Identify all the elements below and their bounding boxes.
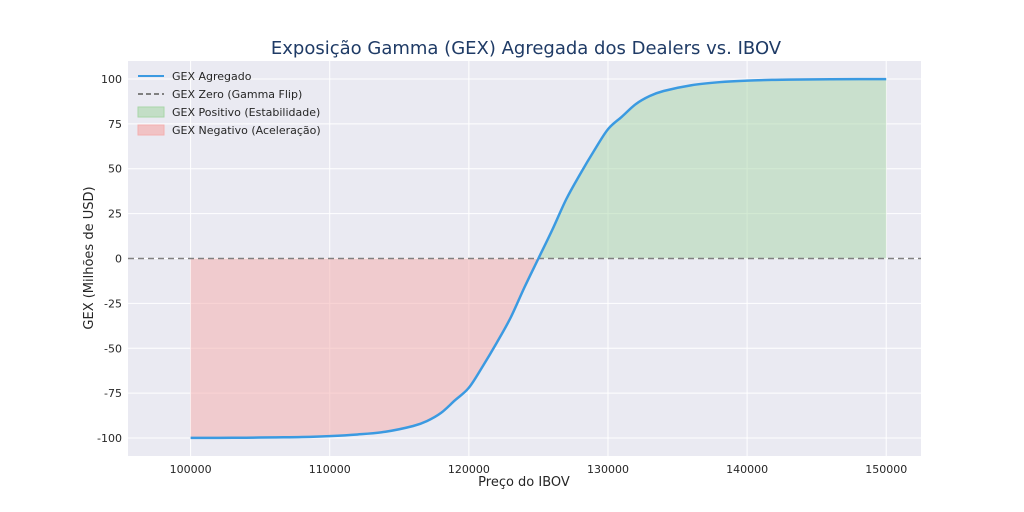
y-tick-label: 50 <box>108 163 122 176</box>
y-tick-label: -50 <box>104 342 122 355</box>
y-tick-label: -25 <box>104 297 122 310</box>
x-tick-label: 120000 <box>448 463 490 476</box>
negative-gex-area <box>190 258 539 438</box>
y-tick-label: -75 <box>104 387 122 400</box>
gex-aggregate-line <box>190 77 887 440</box>
positive-gex-area <box>538 79 887 259</box>
x-tick-label: 150000 <box>865 463 907 476</box>
x-tick-label: 140000 <box>726 463 768 476</box>
legend-swatch <box>137 124 165 136</box>
y-tick-label: 0 <box>115 253 122 266</box>
x-axis-label: Preço do IBOV <box>478 475 570 490</box>
y-axis-label: GEX (Milhões de USD) <box>82 186 97 329</box>
legend: GEX Agregado GEX Zero (Gamma Flip) GEX Pos… <box>137 70 321 137</box>
legend-swatch <box>137 106 165 118</box>
x-tick-label: 130000 <box>587 463 629 476</box>
area-fills <box>190 79 887 438</box>
y-tick-label: 75 <box>108 118 122 131</box>
chart-title: Exposição Gamma (GEX) Agregada dos Deale… <box>271 38 782 59</box>
legend-label: GEX Zero (Gamma Flip) <box>172 88 302 101</box>
legend-label: GEX Negativo (Aceleração) <box>172 124 321 137</box>
legend-label: GEX Agregado <box>172 70 252 83</box>
series-lines <box>128 77 921 440</box>
y-tick-labels: 100 75 50 25 0 -25 -50 -75 -100 <box>97 73 122 445</box>
x-tick-label: 100000 <box>170 463 212 476</box>
y-tick-label: 100 <box>101 73 122 86</box>
legend-label: GEX Positivo (Estabilidade) <box>172 106 320 119</box>
x-tick-label: 110000 <box>309 463 351 476</box>
x-tick-labels: 100000 110000 120000 130000 140000 150000 <box>170 463 908 476</box>
y-tick-label: 25 <box>108 208 122 221</box>
y-tick-label: -100 <box>97 432 122 445</box>
